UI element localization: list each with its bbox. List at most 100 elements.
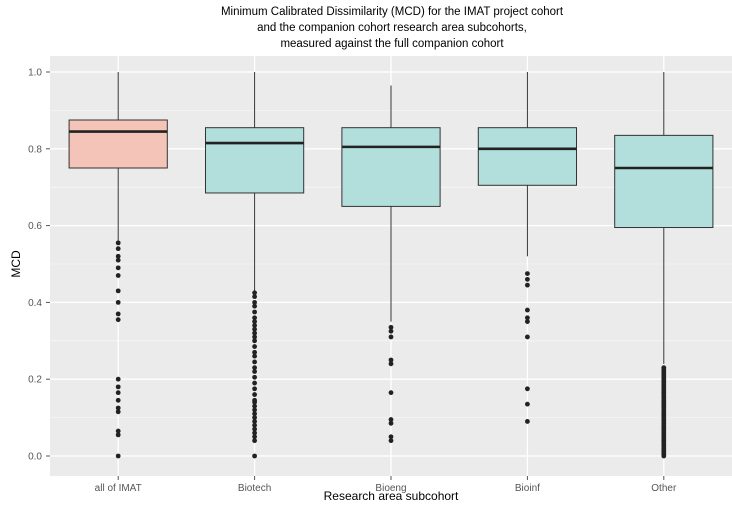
outlier-point — [525, 315, 530, 321]
outlier-point — [388, 357, 394, 363]
outlier-point — [115, 376, 121, 382]
outlier-point — [252, 334, 257, 340]
outlier-point — [115, 384, 121, 390]
outlier-point — [252, 380, 257, 386]
box-body — [68, 119, 168, 169]
box-body — [614, 134, 714, 229]
outlier-point — [115, 311, 121, 317]
outlier-point — [115, 265, 121, 271]
outlier-point — [115, 246, 121, 252]
box-body — [477, 127, 578, 186]
outlier-point — [388, 434, 394, 440]
outlier-point — [115, 453, 121, 459]
x-tick-label: all of IMAT — [95, 483, 142, 494]
outlier-point — [252, 353, 257, 359]
outlier-point — [115, 428, 121, 434]
box-body — [341, 127, 441, 207]
x-tick-label: Bioeng — [375, 483, 406, 494]
outlier-point — [252, 315, 257, 321]
outlier-point — [115, 397, 121, 403]
outlier-point — [115, 288, 121, 294]
outlier-point — [252, 426, 257, 432]
x-tick-label: Biotech — [238, 483, 271, 494]
y-tick-label: 0.4 — [28, 298, 42, 309]
outlier-point — [525, 271, 530, 276]
outlier-point — [252, 326, 257, 332]
outlier-point — [252, 294, 257, 300]
y-tick-label: 0.0 — [28, 452, 42, 463]
outlier-point — [252, 403, 257, 409]
box-bioeng — [341, 85, 441, 444]
y-tick-label: 0.8 — [28, 144, 42, 155]
outlier-point — [252, 430, 257, 436]
outlier-point — [252, 374, 257, 380]
boxes — [68, 72, 714, 459]
y-axis-label: MCD — [9, 250, 23, 278]
x-axis-label: Research area subcohort — [324, 489, 459, 503]
outlier-point — [252, 338, 257, 344]
box-all-of-imat — [68, 72, 168, 459]
outlier-point — [115, 300, 121, 305]
outlier-point — [252, 359, 257, 365]
outlier-point — [115, 390, 121, 396]
outlier-point — [252, 330, 257, 336]
outlier-point — [388, 324, 394, 330]
outlier-point — [525, 307, 530, 313]
outlier-point — [115, 273, 121, 278]
outlier-point — [252, 309, 257, 315]
x-tick-label: Bioinf — [515, 483, 540, 494]
outlier-point — [388, 361, 394, 367]
y-tick-label: 0.2 — [28, 375, 42, 386]
outlier-point — [115, 257, 121, 263]
outlier-point — [252, 434, 257, 440]
box-body — [204, 127, 305, 194]
outlier-point — [115, 317, 121, 323]
x-axis-ticks: all of IMAT Biotech Bioeng Bioinf Other — [95, 476, 677, 494]
outlier-point — [525, 419, 530, 424]
outlier-point — [252, 392, 257, 397]
outlier-point — [115, 409, 121, 415]
outlier-point — [115, 432, 121, 438]
outlier-point — [252, 323, 257, 328]
chart-title-line-3: measured against the full companion coho… — [280, 38, 504, 50]
outlier-point — [252, 438, 257, 444]
outlier-point — [115, 405, 121, 411]
outlier-point — [252, 319, 257, 324]
outlier-point — [388, 438, 394, 444]
outlier-point — [525, 401, 530, 407]
outlier-point — [388, 420, 394, 426]
outlier-point — [388, 417, 394, 422]
outlier-point — [252, 399, 257, 405]
outlier-point — [661, 453, 667, 459]
outlier-point — [525, 282, 530, 288]
outlier-point — [525, 276, 530, 282]
chart-title-line-2: and the companion cohort research area s… — [257, 22, 527, 34]
outlier-point — [252, 349, 257, 355]
outlier-point — [252, 453, 257, 459]
x-tick-label: Other — [651, 483, 677, 494]
outlier-point — [525, 319, 530, 324]
box-biotech — [204, 72, 305, 459]
box-bioinf — [477, 72, 578, 424]
outlier-point — [525, 386, 530, 392]
outlier-point — [252, 300, 257, 305]
outlier-point — [252, 407, 257, 413]
y-tick-label: 1.0 — [28, 68, 42, 79]
outlier-point — [388, 390, 394, 396]
outlier-point — [388, 334, 394, 340]
outlier-point — [252, 290, 257, 296]
outlier-point — [252, 344, 257, 349]
outlier-point — [252, 365, 257, 371]
outlier-point — [388, 328, 394, 334]
outlier-point — [252, 415, 257, 420]
outlier-point — [252, 411, 257, 417]
outlier-point — [252, 419, 257, 424]
box-other — [614, 72, 714, 459]
outlier-point — [115, 240, 121, 246]
y-axis-ticks: 0.0 0.2 0.4 0.6 0.8 1.0 — [28, 68, 50, 463]
outlier-point — [115, 253, 121, 259]
outlier-point — [252, 422, 257, 428]
outlier-point — [252, 369, 257, 374]
